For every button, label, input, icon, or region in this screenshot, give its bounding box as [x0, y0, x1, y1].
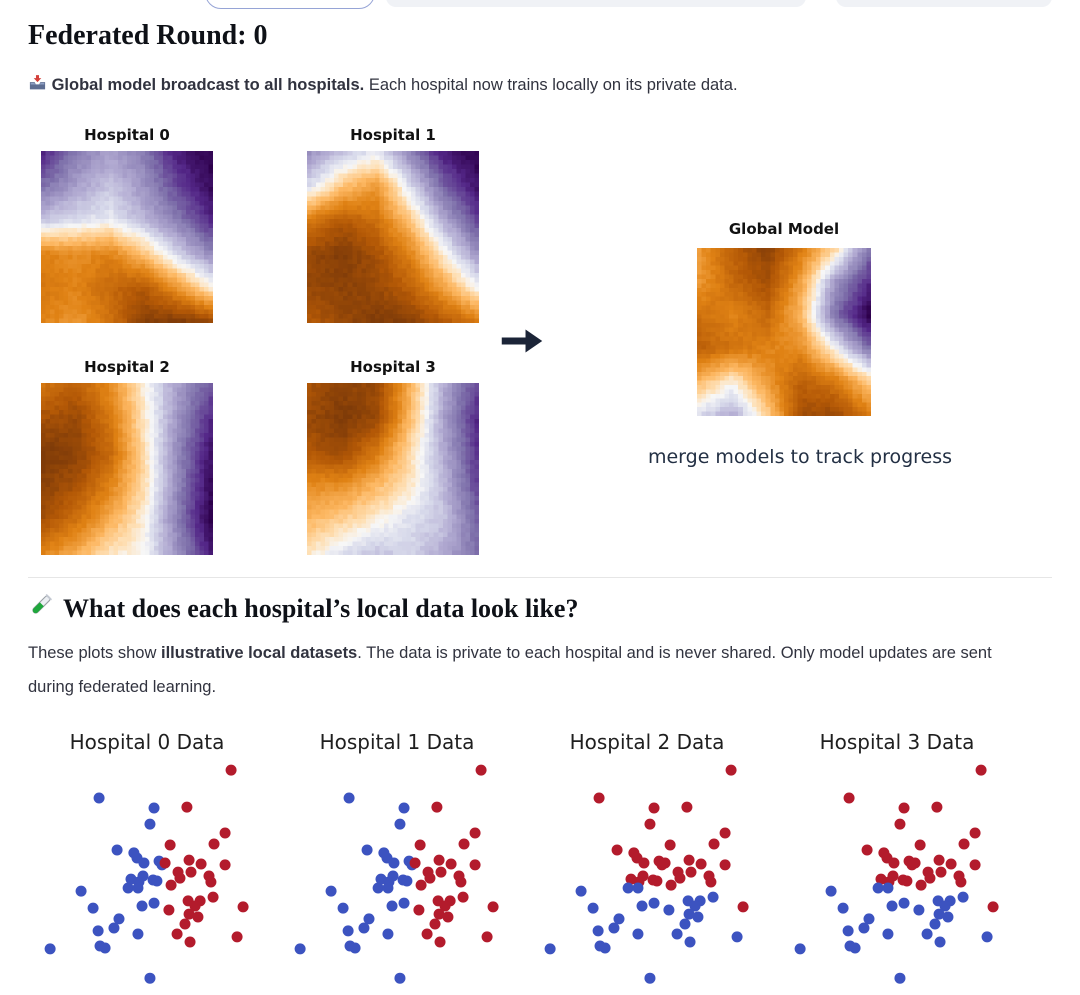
section-divider — [28, 577, 1052, 578]
broadcast-note-text: Each hospital now trains locally on its … — [368, 76, 738, 94]
broadcast-note-bold: Global model broadcast to all hospitals. — [51, 76, 365, 94]
hospital-1-model-heatmap — [307, 151, 479, 323]
merge-arrow-icon — [500, 324, 544, 363]
hospital-0-data-scatter — [35, 755, 275, 995]
hospital-3-data-scatter — [785, 755, 1025, 995]
hospital-3-model-title: Hospital 3 — [350, 358, 436, 376]
merge-caption: merge models to track progress — [647, 446, 953, 468]
local-data-heading-text: What does each hospital’s local data loo… — [63, 593, 579, 623]
hospital-2-model-heatmap — [41, 383, 213, 555]
global-model-heatmap — [697, 248, 871, 416]
hospital-0-model-title: Hospital 0 — [84, 126, 170, 144]
hospital-2-data-scatter — [535, 755, 775, 995]
hospital-1-data-scatter — [285, 755, 525, 995]
toolbar-button-3[interactable] — [836, 0, 1052, 7]
local-data-desc-post: . The data is private to each hospital a… — [28, 644, 992, 696]
inbox-tray-icon — [28, 71, 47, 105]
broadcast-note: Global model broadcast to all hospitals.… — [28, 68, 1028, 105]
local-data-heading: What does each hospital’s local data loo… — [28, 592, 578, 625]
hospital-0-data-title: Hospital 0 Data — [69, 730, 225, 754]
hospital-3-data-title: Hospital 3 Data — [819, 730, 975, 754]
round-heading-label: Federated Round: — [28, 20, 247, 51]
round-value: 0 — [253, 20, 268, 51]
local-data-description: These plots show illustrative local data… — [28, 636, 1018, 704]
round-heading: Federated Round: 0 — [28, 20, 268, 52]
global-model-title: Global Model — [728, 220, 840, 238]
toolbar-button-2[interactable] — [386, 0, 806, 7]
hospital-3-model-heatmap — [307, 383, 479, 555]
hospital-0-model-heatmap — [41, 151, 213, 323]
local-data-desc-pre: These plots show — [28, 644, 161, 662]
toolbar-button-1[interactable] — [205, 0, 375, 9]
hospital-2-model-title: Hospital 2 — [84, 358, 170, 376]
hospital-1-model-title: Hospital 1 — [350, 126, 436, 144]
hospital-2-data-title: Hospital 2 Data — [569, 730, 725, 754]
test-tube-icon — [28, 592, 54, 625]
hospital-1-data-title: Hospital 1 Data — [319, 730, 475, 754]
local-data-desc-bold: illustrative local datasets — [160, 644, 358, 662]
